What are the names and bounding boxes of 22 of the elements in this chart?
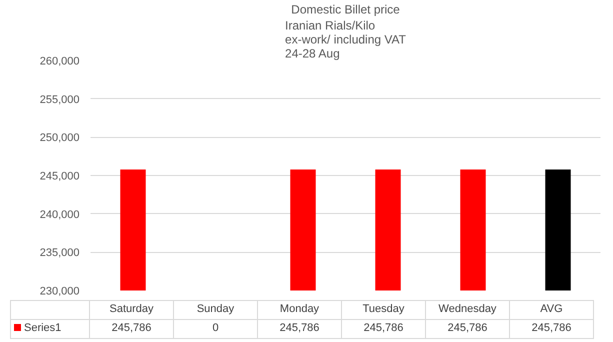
chart-title: Domestic Billet price [291, 2, 400, 16]
y-tick-label: 240,000 [40, 208, 80, 221]
y-tick-label: 260,000 [40, 56, 80, 68]
x-tick-label: Sunday [174, 300, 258, 320]
data-label: 245,786 [258, 320, 342, 338]
data-label: 245,786 [426, 320, 510, 338]
y-tick-label: 250,000 [40, 132, 80, 144]
x-tick-label: Tuesday [342, 300, 426, 320]
y-tick-label: 245,000 [40, 170, 80, 182]
data-label: 245,786 [90, 320, 174, 338]
y-tick-label: 230,000 [40, 286, 80, 298]
data-label: 245,786 [510, 320, 594, 338]
x-tick-label: Saturday [90, 300, 174, 320]
x-tick-label: Monday [258, 300, 342, 320]
y-tick-label: 235,000 [40, 247, 80, 260]
text: 0 [212, 322, 219, 334]
y-tick-label: 255,000 [40, 94, 80, 106]
legend-label: Series1 [10, 320, 90, 338]
x-tick-label: AVG [510, 300, 594, 320]
chart-subtitle: Iranian Rials/Kilo ex-work/ including VAT 24-28 Aug [285, 18, 407, 60]
x-tick-label: Wednesday [426, 300, 510, 320]
data-label: 245,786 [342, 320, 426, 338]
